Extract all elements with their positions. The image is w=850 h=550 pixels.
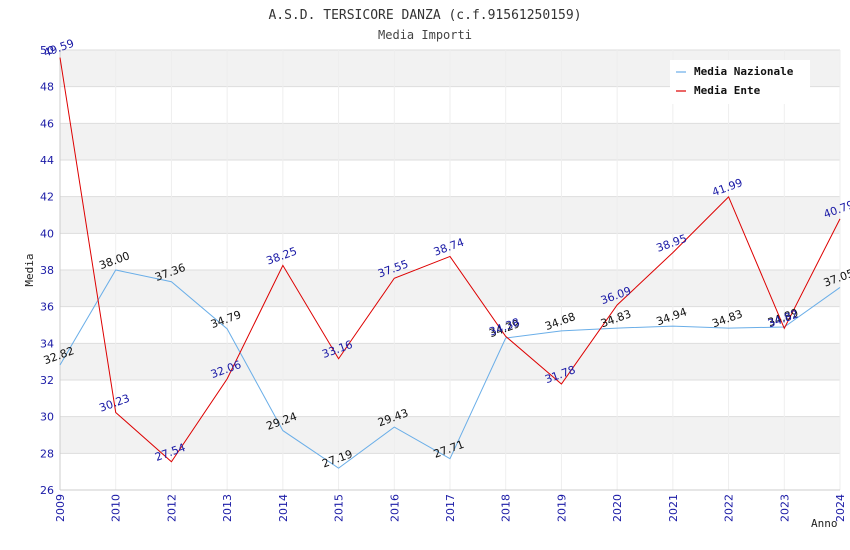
x-tick-label: 2023 [778, 494, 791, 522]
x-tick-labels: 2009 2010 2012 2013 2014 2015 2016 2017 2018 2019… [54, 494, 847, 522]
x-tick-label: 2020 [611, 494, 624, 522]
x-tick-label: 2009 [54, 494, 67, 522]
chart-subtitle: Media Importi [378, 28, 472, 42]
y-tick-label: 48 [40, 81, 54, 94]
x-tick-label: 2013 [221, 494, 234, 522]
y-tick-label: 30 [40, 411, 54, 424]
y-tick-label: 34 [40, 337, 54, 350]
x-tick-label: 2016 [388, 494, 401, 522]
legend: Media Nazionale Media Ente [670, 60, 810, 104]
x-tick-label: 2021 [667, 494, 680, 522]
y-tick-label: 42 [40, 191, 54, 204]
y-tick-label: 36 [40, 301, 54, 314]
x-axis-label: Anno [811, 517, 838, 530]
legend-label-nazionale: Media Nazionale [694, 65, 794, 78]
x-tick-label: 2024 [834, 494, 847, 522]
series-line-ente [59, 57, 841, 463]
series-line-nazionale [59, 269, 841, 469]
y-tick-label: 44 [40, 154, 54, 167]
y-tick-label: 50 [40, 44, 54, 57]
x-tick-label: 2017 [444, 494, 457, 522]
x-tick-label: 2019 [555, 494, 568, 522]
y-tick-labels: 26 28 30 32 34 36 38 40 42 44 46 48 50 [40, 44, 54, 497]
y-tick-label: 38 [40, 264, 54, 277]
chart-title: A.S.D. TERSICORE DANZA (c.f.91561250159) [268, 8, 581, 23]
x-tick-label: 2010 [110, 494, 123, 522]
y-tick-label: 46 [40, 117, 54, 130]
y-tick-label: 26 [40, 484, 54, 497]
y-tick-label: 28 [40, 447, 54, 460]
y-tick-label: 40 [40, 227, 54, 240]
legend-label-ente: Media Ente [694, 84, 761, 97]
x-tick-label: 2022 [723, 494, 736, 522]
series-lines [59, 57, 841, 469]
y-axis-label: Media [23, 253, 36, 286]
x-tick-label: 2018 [500, 494, 513, 522]
x-tick-label: 2015 [333, 494, 346, 522]
x-tick-label: 2014 [277, 494, 290, 522]
legend-box [670, 60, 810, 104]
y-tick-label: 32 [40, 374, 54, 387]
x-tick-label: 2012 [165, 494, 178, 522]
